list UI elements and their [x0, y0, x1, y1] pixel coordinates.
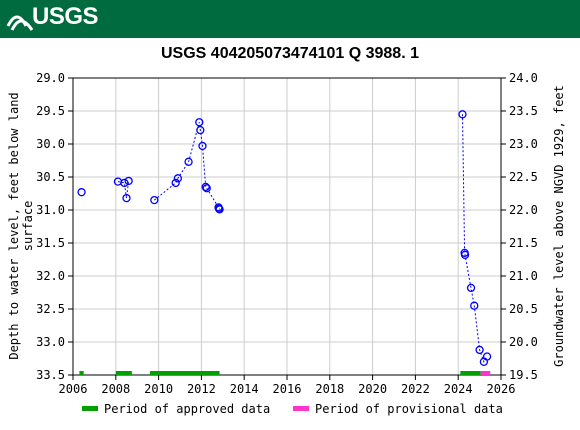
y-left-tick-label: 32.5: [36, 302, 65, 316]
approved-period-bar: [79, 371, 84, 375]
y-left-tick-label: 31.5: [36, 236, 65, 250]
x-tick-label: 2024: [444, 382, 473, 396]
y-left-tick-label: 29.5: [36, 104, 65, 118]
y-right-tick-label: 22.0: [509, 203, 538, 217]
approved-period-bar: [115, 371, 132, 375]
data-point: [150, 195, 159, 205]
data-point: [195, 118, 204, 127]
data-point: [196, 125, 205, 135]
usgs-banner: USGS: [0, 0, 580, 38]
provisional-period-bar: [480, 371, 491, 375]
grid: [73, 78, 501, 375]
legend-provisional-label: Period of provisional data: [315, 402, 503, 416]
series-line-segment: [153, 122, 220, 210]
data-point: [201, 182, 210, 192]
x-axis: 2006 2008 2010 2012 2014 2016 2018 2020 2022 2024…: [59, 375, 516, 396]
y-axis-left-label-line2: surface: [21, 201, 35, 252]
period-bars: [79, 371, 491, 375]
y-axis-left: 29.0 29.5 30.0 30.5 31.0 31.5 32.0 32.5 33.0 33.5: [36, 71, 73, 382]
series-lines: [117, 114, 488, 363]
y-right-tick-label: 21.5: [509, 236, 538, 250]
legend-provisional-swatch: [293, 406, 309, 411]
legend-approved-label: Period of approved data: [104, 402, 270, 416]
data-point: [466, 283, 476, 293]
data-point: [122, 193, 131, 203]
data-point: [482, 352, 492, 361]
y-left-tick-label: 31.0: [36, 203, 65, 217]
x-tick-label: 2006: [59, 382, 88, 396]
y-right-tick-label: 22.5: [509, 170, 538, 184]
y-axis-right: 24.0 23.5 23.0 22.5 22.0 21.5 21.0 20.5 20.0 19.5: [501, 71, 538, 382]
data-point: [120, 178, 129, 188]
usgs-logo-icon: [6, 15, 34, 31]
data-point: [173, 174, 183, 183]
data-point: [215, 205, 224, 214]
y-left-tick-label: 33.5: [36, 368, 65, 382]
data-point: [124, 176, 133, 186]
y-left-tick-label: 30.0: [36, 137, 65, 151]
data-point: [184, 157, 193, 166]
x-tick-label: 2020: [358, 382, 387, 396]
data-point: [198, 141, 207, 151]
x-tick-label: 2018: [315, 382, 344, 396]
data-point: [475, 345, 484, 355]
approved-period-bar: [460, 371, 481, 375]
y-axis-left-label-line1: Depth to water level, feet below land: [7, 92, 21, 359]
x-tick-label: 2026: [487, 382, 516, 396]
x-tick-label: 2010: [144, 382, 173, 396]
data-point: [470, 301, 479, 310]
series-line-segment: [462, 114, 488, 363]
data-point: [77, 188, 86, 197]
y-right-tick-label: 23.5: [509, 104, 538, 118]
y-left-tick-label: 29.0: [36, 71, 65, 85]
y-right-tick-label: 19.5: [509, 368, 538, 382]
y-axis-right-label: Groundwater level above NGVD 1929, feet: [552, 85, 566, 367]
data-point: [460, 250, 470, 260]
usgs-logo-text: USGS: [32, 3, 99, 30]
data-point: [458, 110, 467, 119]
x-tick-label: 2014: [230, 382, 259, 396]
x-tick-label: 2022: [401, 382, 430, 396]
y-right-tick-label: 23.0: [509, 137, 538, 151]
y-right-tick-label: 20.0: [509, 335, 538, 349]
chart-title: USGS 404205073474101 Q 3988. 1: [161, 45, 419, 62]
legend-approved-swatch: [82, 406, 98, 411]
data-point: [171, 178, 180, 188]
y-right-tick-label: 21.0: [509, 269, 538, 283]
x-tick-label: 2012: [187, 382, 216, 396]
series-points: [77, 110, 492, 366]
y-left-tick-label: 30.5: [36, 170, 65, 184]
x-tick-label: 2008: [101, 382, 130, 396]
y-left-tick-label: 33.0: [36, 335, 65, 349]
y-right-tick-label: 24.0: [509, 71, 538, 85]
approved-period-bar: [150, 371, 220, 375]
y-left-tick-label: 32.0: [36, 269, 65, 283]
data-point: [202, 184, 211, 193]
x-tick-label: 2016: [273, 382, 302, 396]
y-right-tick-label: 20.5: [509, 302, 538, 316]
legend: Period of approved data Period of provis…: [82, 402, 503, 416]
